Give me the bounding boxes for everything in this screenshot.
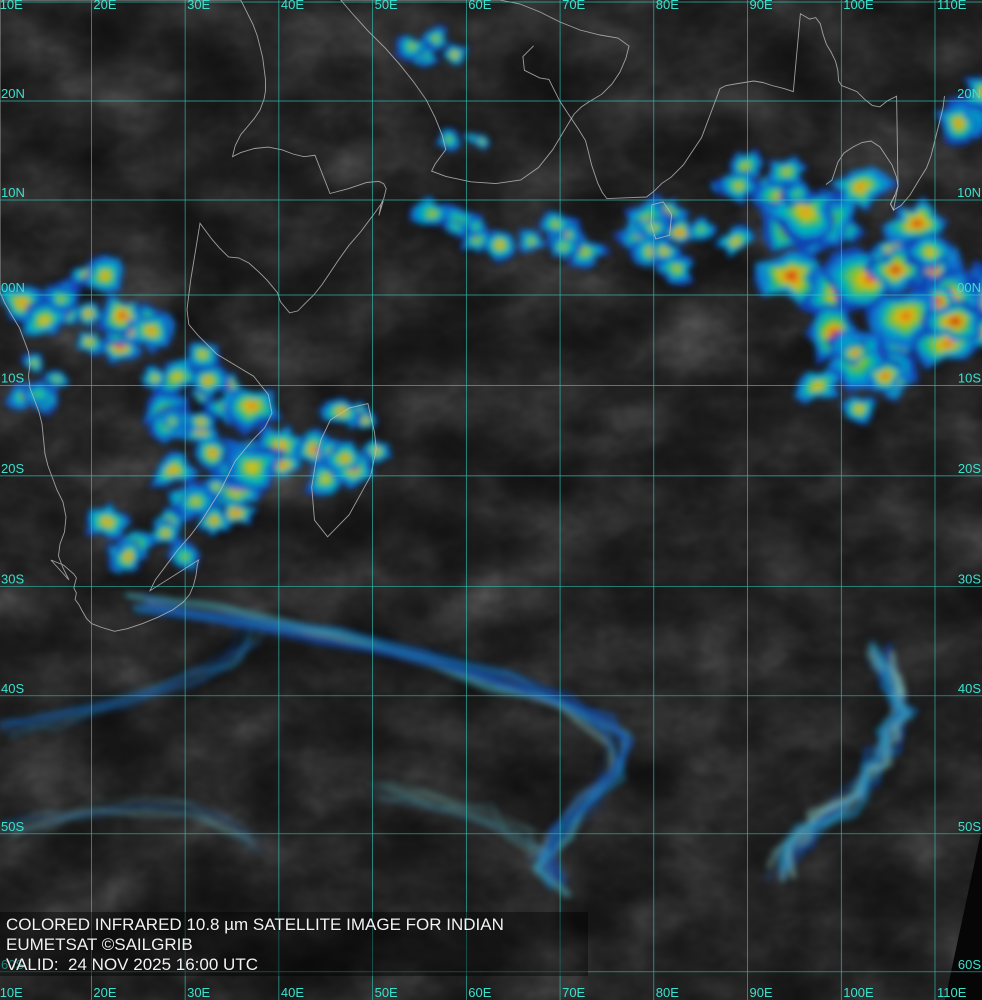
- svg-text:60S: 60S: [958, 957, 981, 972]
- svg-text:10N: 10N: [957, 185, 981, 200]
- svg-text:100E: 100E: [843, 0, 874, 12]
- svg-text:10E: 10E: [0, 985, 23, 1000]
- svg-text:30S: 30S: [958, 572, 981, 587]
- svg-text:40E: 40E: [281, 0, 304, 12]
- svg-text:80E: 80E: [656, 985, 679, 1000]
- svg-text:20N: 20N: [1, 86, 25, 101]
- svg-text:50S: 50S: [1, 819, 24, 834]
- svg-text:30S: 30S: [1, 572, 24, 587]
- svg-text:00N: 00N: [1, 280, 25, 295]
- svg-text:40S: 40S: [958, 681, 981, 696]
- svg-text:100E: 100E: [843, 985, 874, 1000]
- svg-text:50E: 50E: [375, 985, 398, 1000]
- svg-text:70E: 70E: [562, 985, 585, 1000]
- svg-text:30N: 30N: [957, 0, 981, 2]
- svg-text:50E: 50E: [375, 0, 398, 12]
- svg-text:10S: 10S: [958, 371, 981, 386]
- svg-text:20S: 20S: [1, 461, 24, 476]
- svg-text:40E: 40E: [281, 985, 304, 1000]
- svg-text:10N: 10N: [1, 185, 25, 200]
- svg-text:40S: 40S: [1, 681, 24, 696]
- svg-text:20E: 20E: [93, 985, 116, 1000]
- svg-text:00N: 00N: [957, 280, 981, 295]
- svg-text:50S: 50S: [958, 819, 981, 834]
- svg-text:30N: 30N: [1, 0, 25, 2]
- svg-text:60E: 60E: [468, 0, 491, 12]
- svg-text:70E: 70E: [562, 0, 585, 12]
- svg-text:90E: 90E: [750, 985, 773, 1000]
- svg-text:60E: 60E: [468, 985, 491, 1000]
- svg-text:110E: 110E: [937, 985, 967, 1000]
- svg-text:20E: 20E: [93, 0, 116, 12]
- svg-text:30E: 30E: [187, 985, 210, 1000]
- svg-text:80E: 80E: [656, 0, 679, 12]
- svg-text:20S: 20S: [958, 461, 981, 476]
- svg-text:30E: 30E: [187, 0, 210, 12]
- svg-text:20N: 20N: [957, 86, 981, 101]
- svg-text:90E: 90E: [750, 0, 773, 12]
- svg-text:10S: 10S: [1, 371, 24, 386]
